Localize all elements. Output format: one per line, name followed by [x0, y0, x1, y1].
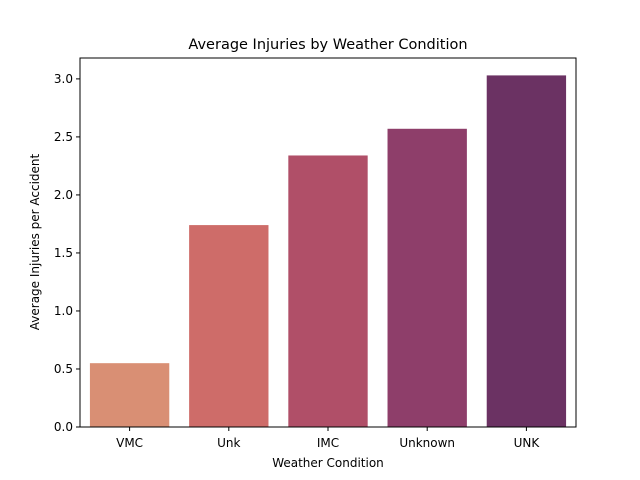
- bar-imc: [288, 155, 368, 428]
- x-tick-label: Unk: [217, 436, 240, 450]
- plot-frame: [79, 57, 577, 428]
- bar-unk: [189, 225, 269, 427]
- x-tick-label: VMC: [116, 436, 143, 450]
- y-axis-label: Average Injuries per Accident: [28, 153, 42, 330]
- y-tick-label: 1.0: [54, 304, 73, 318]
- y-tick-label: 2.0: [54, 188, 73, 202]
- bar-unknown: [387, 128, 467, 427]
- y-tick-label: 0.0: [54, 420, 73, 434]
- chart-title: Average Injuries by Weather Condition: [188, 37, 467, 53]
- x-tick-label: UNK: [514, 436, 541, 450]
- x-tick-label: IMC: [317, 436, 339, 450]
- y-tick-label: 1.5: [54, 246, 73, 260]
- y-axis: 0.0 0.5 1.0 1.5 2.0 2.5 3.0: [54, 72, 80, 434]
- x-axis-label: Weather Condition: [272, 456, 384, 470]
- x-tick-label: Unknown: [399, 436, 455, 450]
- y-tick-label: 3.0: [54, 72, 73, 86]
- y-tick-label: 2.5: [54, 130, 73, 144]
- bar-unk: [486, 75, 567, 427]
- bar-vmc: [89, 363, 170, 427]
- y-tick-label: 0.5: [54, 362, 73, 376]
- x-axis: VMC Unk IMC Unknown UNK: [116, 427, 540, 450]
- bars-group: [89, 75, 567, 428]
